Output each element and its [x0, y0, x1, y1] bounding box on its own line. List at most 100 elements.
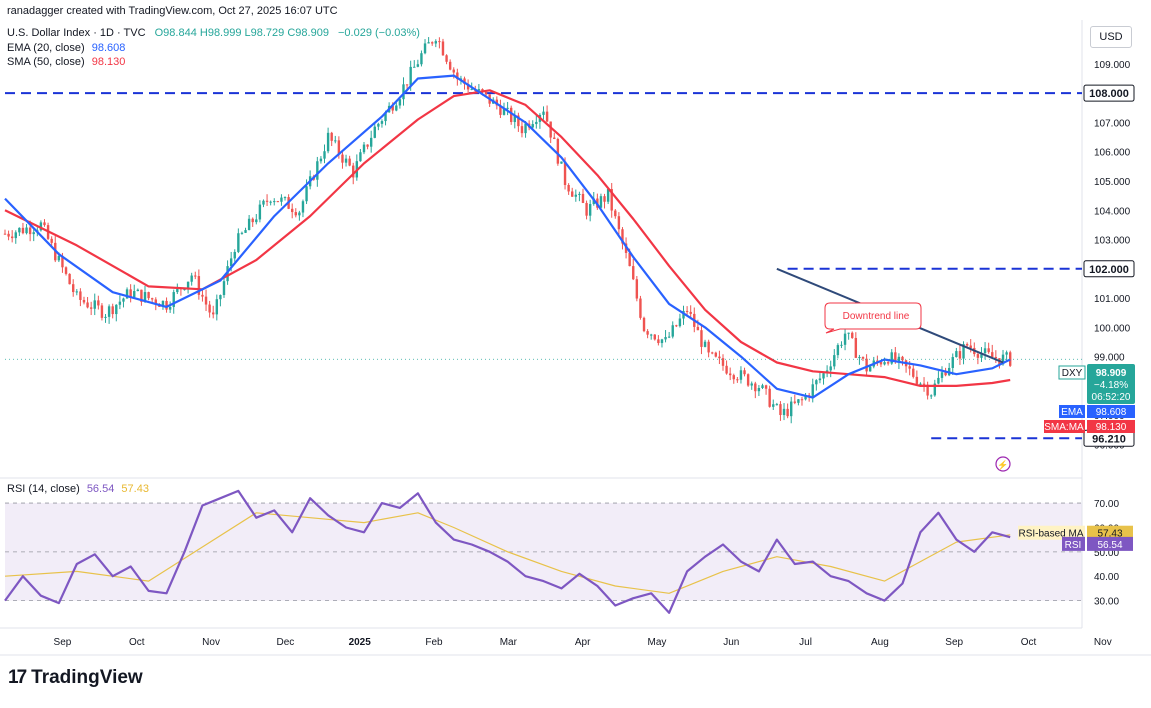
candle-body: [610, 189, 613, 211]
candle-body: [926, 384, 929, 396]
time-tick-label: Nov: [202, 637, 220, 648]
candle-body: [969, 345, 972, 348]
candle-body: [506, 107, 509, 109]
candle-body: [585, 202, 588, 216]
ema-legend-value: 98.608: [91, 42, 126, 54]
ema-legend-label: EMA (20, close): [7, 42, 85, 54]
candle-body: [258, 204, 262, 220]
candle-body: [129, 289, 132, 298]
candle-body: [251, 218, 254, 223]
candle-body: [334, 140, 337, 142]
candle-body: [746, 374, 750, 386]
candle-body: [664, 337, 667, 340]
candle-body: [348, 158, 351, 166]
candle-body: [413, 66, 416, 68]
candle-body: [366, 144, 369, 147]
candle-body: [140, 289, 143, 302]
candle-body: [57, 255, 61, 261]
candle-body: [226, 266, 229, 282]
ema-price-value: 98.608: [1096, 407, 1127, 418]
ema-20-line: [4, 74, 1011, 399]
candle-body: [330, 132, 333, 141]
candle-body: [962, 344, 965, 359]
rsi-ma-line: [4, 512, 1011, 594]
candle-body: [549, 121, 552, 138]
price-tick-label: 105.000: [1094, 177, 1131, 188]
candle-body: [377, 123, 380, 127]
candle-body: [344, 158, 348, 163]
sma-price-value: 98.130: [1096, 422, 1127, 433]
candle-body: [104, 316, 107, 318]
candle-body: [553, 137, 556, 140]
sma-tag-box: [1044, 420, 1085, 433]
candle-body: [635, 279, 639, 299]
candle-body: [197, 276, 201, 295]
candle-body: [222, 281, 226, 296]
candle-body: [384, 112, 387, 122]
candle-body: [405, 84, 409, 86]
candle-body: [7, 233, 10, 237]
time-tick-label: May: [647, 637, 666, 648]
candle-body: [721, 358, 725, 366]
candle-body: [790, 401, 793, 417]
candle-body: [520, 126, 524, 134]
candle-body: [524, 123, 527, 134]
candle-body: [894, 352, 897, 362]
candle-body: [606, 189, 610, 202]
candle-body: [567, 184, 570, 192]
currency-button[interactable]: USD: [1090, 26, 1132, 48]
candle-body: [682, 310, 685, 319]
candle-body: [944, 372, 947, 376]
candle-body: [951, 357, 954, 368]
candle-body: [165, 300, 168, 310]
candle-body: [991, 352, 994, 357]
candle-body: [118, 301, 122, 305]
candle-body: [319, 158, 323, 162]
candle-body: [772, 404, 775, 407]
candle-body: [535, 121, 538, 125]
candle-body: [937, 377, 940, 384]
tradingview-logo[interactable]: 17 TradingView: [8, 667, 143, 689]
candle-body: [865, 358, 868, 372]
bar-countdown: 06:52:20: [1092, 392, 1131, 403]
candle-body: [3, 233, 7, 235]
candle-body: [477, 89, 481, 91]
candle-body: [452, 69, 455, 73]
candle-body: [811, 384, 814, 398]
candle-body: [588, 204, 592, 216]
candle-body: [107, 306, 111, 317]
candle-body: [183, 289, 186, 291]
sma-legend[interactable]: SMA (50, close) 98.130: [7, 56, 125, 68]
candle-body: [416, 64, 420, 67]
candle-body: [265, 200, 269, 202]
candle-body: [800, 399, 804, 401]
candle-body: [542, 111, 545, 115]
candle-body: [667, 336, 671, 338]
attribution-text: ranadagger created with TradingView.com,…: [7, 5, 338, 17]
time-tick-label: Aug: [871, 637, 889, 648]
candle-body: [32, 232, 35, 235]
candle-body: [25, 227, 28, 234]
candle-body: [739, 370, 743, 380]
candle-body: [678, 318, 682, 327]
candle-body: [718, 356, 721, 359]
candle-body: [441, 41, 445, 56]
rsi-tick-label: 30.00: [1094, 597, 1119, 608]
sma-tag: SMA:MA: [1044, 422, 1084, 433]
rsi-ma-tag-box: [1018, 525, 1085, 540]
price-tick-label: 104.000: [1094, 206, 1131, 217]
level-label-box: [1083, 84, 1135, 102]
candle-body: [660, 339, 664, 344]
rsi-legend[interactable]: RSI (14, close) 56.54 57.43: [7, 483, 149, 495]
candle-body: [646, 331, 649, 335]
candle-body: [858, 357, 861, 359]
candle-body: [563, 161, 567, 185]
ema-legend[interactable]: EMA (20, close) 98.608: [7, 42, 125, 54]
candle-body: [754, 383, 757, 392]
rsi-value-box: [1087, 536, 1133, 551]
candle-body: [172, 292, 175, 307]
candle-body: [280, 197, 283, 202]
ema-tag-box: [1059, 405, 1085, 418]
